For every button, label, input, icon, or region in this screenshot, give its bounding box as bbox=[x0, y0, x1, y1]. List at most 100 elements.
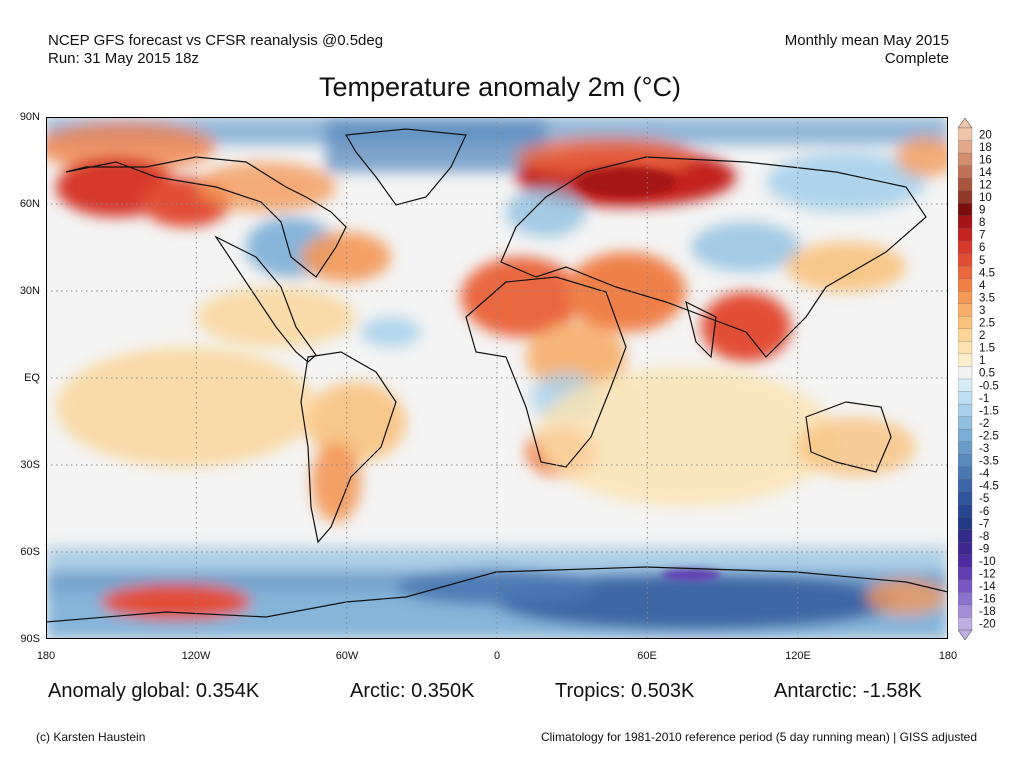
coastlines bbox=[46, 128, 948, 623]
colorbar-label: 3.5 bbox=[979, 292, 995, 304]
colorbar-swatch bbox=[958, 378, 973, 393]
colorbar-label: -4.5 bbox=[979, 481, 999, 493]
colorbar-swatch bbox=[958, 529, 973, 543]
colorbar-label: 18 bbox=[979, 142, 992, 154]
colorbar-swatch bbox=[958, 479, 973, 493]
colorbar-swatch bbox=[958, 152, 973, 167]
colorbar-label: -12 bbox=[979, 569, 996, 581]
colorbar-swatch bbox=[958, 617, 973, 631]
colorbar-swatch bbox=[958, 303, 973, 317]
colorbar-swatch bbox=[958, 228, 973, 242]
colorbar-swatch bbox=[958, 190, 973, 204]
colorbar-upper-arrow bbox=[958, 118, 973, 129]
colorbar-label: -18 bbox=[979, 606, 996, 618]
colorbar-label: -10 bbox=[979, 556, 996, 568]
colorbar-label: 6 bbox=[979, 242, 985, 254]
colorbar-label: -2 bbox=[979, 418, 989, 430]
map-title: Temperature anomaly 2m (°C) bbox=[319, 72, 681, 102]
colorbar-swatch bbox=[958, 265, 973, 280]
completion-status: Complete bbox=[884, 50, 949, 67]
colorbar-label: -14 bbox=[979, 581, 996, 593]
colorbar-label: 7 bbox=[979, 230, 985, 242]
colorbar-label: 14 bbox=[979, 167, 992, 179]
colorbar-label: -6 bbox=[979, 506, 989, 518]
tropics-anomaly: Tropics: 0.503K bbox=[555, 680, 695, 702]
colorbar-label: -1 bbox=[979, 393, 989, 405]
colorbar-swatch bbox=[958, 516, 973, 531]
colorbar-swatch bbox=[958, 579, 973, 593]
colorbar-swatch bbox=[958, 278, 973, 292]
lon-label-60w: 60W bbox=[335, 650, 359, 662]
lon-label-180w: 180 bbox=[36, 650, 56, 662]
colorbar-swatch bbox=[958, 604, 973, 618]
lon-label-0: 0 bbox=[493, 650, 501, 662]
colorbar-label: 1.5 bbox=[979, 343, 995, 355]
colorbar-swatch bbox=[958, 541, 973, 556]
graticule bbox=[46, 117, 948, 639]
colorbar-swatch bbox=[958, 253, 973, 267]
colorbar-label: 10 bbox=[979, 192, 992, 204]
averaging-period: Monthly mean May 2015 bbox=[784, 32, 949, 49]
run-time: Run: 31 May 2015 18z bbox=[48, 50, 199, 67]
colorbar-label: -20 bbox=[979, 619, 996, 631]
colorbar-swatch bbox=[958, 165, 973, 179]
colorbar-label: 16 bbox=[979, 154, 992, 166]
colorbar-swatch bbox=[958, 290, 973, 305]
lat-label-60n: 60N bbox=[19, 198, 40, 210]
lat-label-30n: 30N bbox=[19, 285, 40, 297]
colorbar-label: -9 bbox=[979, 543, 989, 555]
colorbar-label: -4 bbox=[979, 468, 990, 480]
climatology-note: Climatology for 1981-2010 reference peri… bbox=[540, 730, 977, 744]
colorbar-swatch bbox=[958, 316, 973, 330]
anomaly-field bbox=[46, 117, 948, 639]
colorbar-swatch bbox=[958, 592, 973, 606]
arctic-anomaly: Arctic: 0.350K bbox=[350, 680, 475, 702]
colorbar-swatch bbox=[958, 429, 973, 443]
lon-label-180e: 180 bbox=[938, 650, 958, 662]
colorbar-label: -8 bbox=[979, 531, 989, 543]
colorbar-label: 2.5 bbox=[979, 318, 995, 330]
colorbar-label: 8 bbox=[979, 217, 985, 229]
colorbar-label: 3 bbox=[979, 305, 985, 317]
colorbar-swatch bbox=[958, 441, 973, 455]
colorbar-label: -3.5 bbox=[979, 456, 999, 468]
colorbar-label: 2 bbox=[979, 330, 985, 342]
colorbar-swatch bbox=[958, 178, 973, 192]
colorbar-label: 4.5 bbox=[979, 267, 995, 279]
lon-label-120e: 120E bbox=[785, 650, 811, 662]
credit: (c) Karsten Haustein bbox=[36, 730, 146, 744]
colorbar-swatch bbox=[958, 416, 973, 430]
colorbar-label: -2.5 bbox=[979, 430, 999, 442]
lat-label-eq: EQ bbox=[24, 372, 40, 384]
colorbar-label: 5 bbox=[979, 255, 985, 267]
colorbar-swatch bbox=[958, 353, 973, 367]
colorbar-label: -5 bbox=[979, 493, 989, 505]
colorbar-swatch bbox=[958, 403, 973, 418]
colorbar-swatch bbox=[958, 127, 973, 142]
colorbar-legend: 201816141210987654.543.532.521.510.5-0.5… bbox=[958, 118, 999, 640]
colorbar-label: 12 bbox=[979, 179, 992, 191]
colorbar-label: -16 bbox=[979, 594, 996, 606]
antarctic-anomaly: Antarctic: -1.58K bbox=[774, 680, 922, 702]
colorbar-swatch bbox=[958, 215, 973, 229]
colorbar-swatch bbox=[958, 328, 973, 342]
colorbar-label: -7 bbox=[979, 518, 989, 530]
colorbar-label: -1.5 bbox=[979, 405, 999, 417]
colorbar-swatch bbox=[958, 466, 973, 480]
lon-label-120w: 120W bbox=[181, 650, 211, 662]
colorbar-label: -3 bbox=[979, 443, 989, 455]
colorbar-swatch bbox=[958, 554, 973, 568]
lat-label-30s: 30S bbox=[20, 459, 40, 471]
colorbar-swatch bbox=[958, 341, 973, 355]
colorbar-label: 1 bbox=[979, 355, 985, 367]
colorbar-swatch bbox=[958, 140, 973, 154]
colorbar-label: 4 bbox=[979, 280, 986, 292]
colorbar-label: 0.5 bbox=[979, 368, 995, 380]
colorbar-label: -0.5 bbox=[979, 380, 999, 392]
colorbar-swatch bbox=[958, 504, 973, 518]
colorbar-swatch bbox=[958, 454, 973, 468]
anomaly-map bbox=[46, 117, 948, 639]
colorbar-swatch bbox=[958, 203, 973, 217]
colorbar-label: 9 bbox=[979, 205, 985, 217]
lat-label-60s: 60S bbox=[20, 546, 40, 558]
